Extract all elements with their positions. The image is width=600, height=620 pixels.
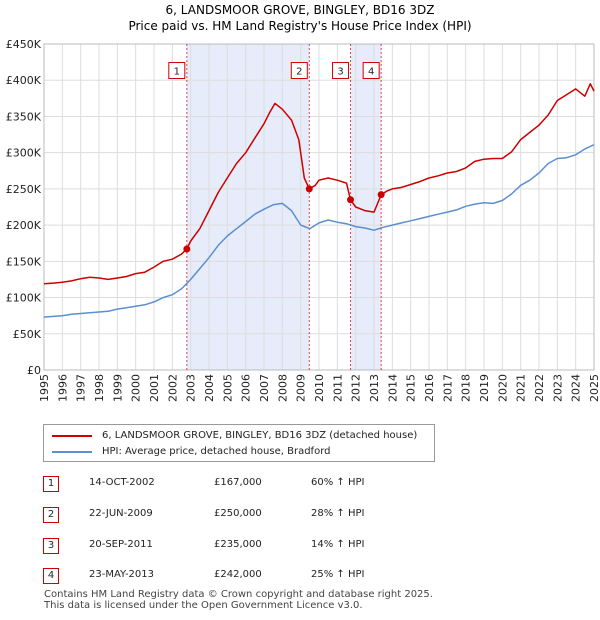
x-tick-label: 2013 (368, 374, 381, 402)
sale-label-3: 3 (337, 67, 343, 78)
legend-swatch-property (52, 434, 92, 437)
sale-point-3 (347, 196, 355, 204)
x-tick-label: 2005 (221, 374, 234, 402)
x-tick-label: 2004 (203, 374, 216, 402)
x-tick-label: 2009 (295, 374, 308, 402)
x-tick-label: 2024 (570, 374, 583, 402)
y-tick-label: £350K (6, 110, 42, 123)
x-tick-label: 2020 (496, 374, 509, 402)
legend-item-property: 6, LANDSMOOR GROVE, BINGLEY, BD16 3DZ (d… (52, 430, 417, 441)
x-tick-label: 1995 (38, 374, 51, 402)
shaded-period-1 (186, 44, 310, 370)
sale-number: 1 (43, 476, 59, 492)
sale-price: £235,000 (214, 539, 262, 550)
sale-date: 14-OCT-2002 (89, 477, 155, 488)
footer-line-1: Contains HM Land Registry data © Crown c… (44, 589, 433, 600)
x-tick-label: 2016 (423, 374, 436, 402)
y-tick-label: £100K (6, 292, 42, 305)
x-tick-label: 2000 (130, 374, 143, 402)
y-tick-label: £400K (6, 74, 42, 87)
y-tick-label: £450K (6, 38, 42, 51)
sale-date: 20-SEP-2011 (89, 539, 153, 550)
x-tick-label: 2006 (240, 374, 253, 402)
sale-hpi: 25% ↑ HPI (311, 569, 365, 580)
y-tick-label: £300K (6, 147, 42, 160)
y-tick-label: £150K (6, 255, 42, 268)
sale-label-2: 2 (296, 67, 302, 78)
sale-label-box-4 (362, 62, 380, 80)
chart-subtitle: Price paid vs. HM Land Registry's House … (128, 19, 471, 33)
table-row: 4 23-MAY-2013 £242,000 25% ↑ HPI (43, 568, 403, 586)
sale-date: 23-MAY-2013 (89, 569, 155, 580)
series-line-hpi (43, 144, 595, 318)
sale-hpi: 60% ↑ HPI (311, 477, 365, 488)
sale-price: £167,000 (214, 477, 262, 488)
footer-line-2: This data is licensed under the Open Gov… (44, 600, 363, 611)
y-tick-label: £0 (27, 364, 41, 377)
x-tick-label: 2015 (405, 374, 418, 402)
x-tick-label: 1996 (56, 374, 69, 402)
sale-price: £242,000 (214, 569, 262, 580)
x-tick-label: 2008 (276, 374, 289, 402)
sale-point-2 (305, 185, 313, 193)
sale-price: £250,000 (214, 508, 262, 519)
x-tick-label: 2021 (515, 374, 528, 402)
x-tick-label: 2001 (148, 374, 161, 402)
x-tick-label: 2002 (166, 374, 179, 402)
x-tick-label: 2022 (533, 374, 546, 402)
x-tick-label: 1999 (111, 374, 124, 402)
y-tick-label: £50K (13, 328, 42, 341)
sale-label-box-3 (332, 62, 350, 80)
plot-border (43, 43, 595, 371)
x-tick-label: 2025 (588, 374, 600, 402)
x-tick-label: 2014 (386, 374, 399, 402)
legend-item-hpi: HPI: Average price, detached house, Brad… (52, 446, 330, 457)
sale-number: 3 (43, 538, 59, 554)
x-tick-label: 2018 (460, 374, 473, 402)
x-tick-label: 2012 (350, 374, 363, 402)
legend-label-hpi: HPI: Average price, detached house, Brad… (102, 446, 331, 457)
footer-attribution: Contains HM Land Registry data © Crown c… (44, 589, 433, 611)
x-tick-label: 2019 (478, 374, 491, 402)
series-line-property (43, 83, 595, 285)
y-tick-label: £250K (6, 183, 42, 196)
x-tick-label: 2011 (331, 374, 344, 402)
x-tick-label: 2003 (185, 374, 198, 402)
x-tick-label: 1998 (93, 374, 106, 402)
sale-number: 4 (43, 568, 59, 584)
sale-number: 2 (43, 507, 59, 523)
sale-label-box-1 (168, 62, 186, 80)
sale-hpi: 14% ↑ HPI (311, 539, 365, 550)
x-tick-label: 1997 (75, 374, 88, 402)
table-row: 3 20-SEP-2011 £235,000 14% ↑ HPI (43, 538, 403, 556)
y-tick-label: £200K (6, 219, 42, 232)
table-row: 2 22-JUN-2009 £250,000 28% ↑ HPI (43, 507, 403, 525)
sale-hpi: 28% ↑ HPI (311, 508, 365, 519)
sale-point-1 (183, 245, 191, 253)
sale-label-box-2 (290, 62, 308, 80)
sale-label-4: 4 (368, 67, 374, 78)
sale-date: 22-JUN-2009 (89, 508, 153, 519)
legend-swatch-hpi (52, 450, 92, 453)
x-tick-label: 2010 (313, 374, 326, 402)
table-row: 1 14-OCT-2002 £167,000 60% ↑ HPI (43, 476, 403, 494)
sale-label-1: 1 (174, 67, 180, 78)
sale-point-4 (377, 191, 385, 199)
legend-label-property: 6, LANDSMOOR GROVE, BINGLEY, BD16 3DZ (d… (102, 430, 418, 441)
x-tick-label: 2017 (441, 374, 454, 402)
chart-title: 6, LANDSMOOR GROVE, BINGLEY, BD16 3DZ (166, 3, 435, 17)
x-tick-label: 2023 (551, 374, 564, 402)
chart-legend: 6, LANDSMOOR GROVE, BINGLEY, BD16 3DZ (d… (43, 424, 435, 462)
price-chart: 6, LANDSMOOR GROVE, BINGLEY, BD16 3DZ Pr… (6, 3, 600, 402)
x-tick-label: 2007 (258, 374, 271, 402)
